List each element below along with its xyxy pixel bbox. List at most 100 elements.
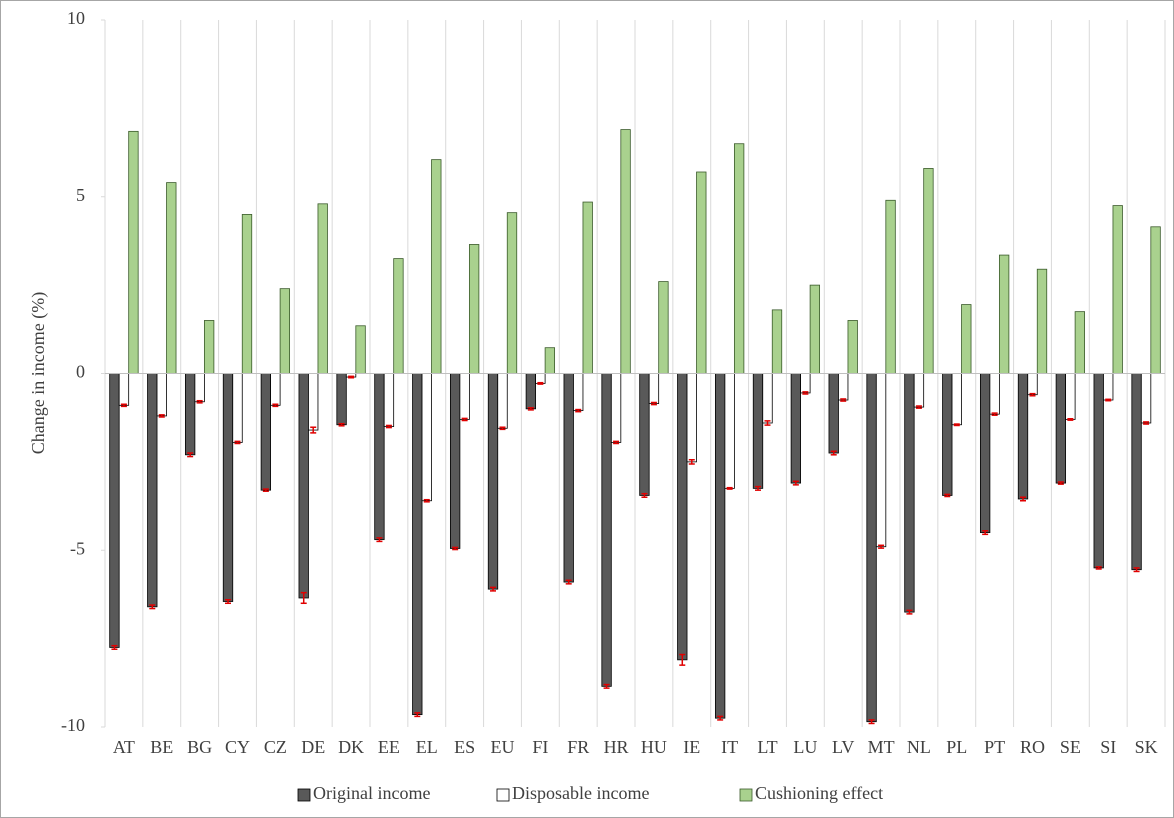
bar — [525, 373, 537, 410]
bar — [998, 254, 1010, 374]
bar — [875, 373, 887, 548]
error-bar — [679, 653, 686, 666]
x-tick-label: CZ — [264, 737, 287, 757]
bar — [421, 373, 432, 502]
error-bar — [1095, 566, 1102, 570]
error-bar — [527, 407, 534, 411]
bar — [686, 373, 697, 463]
bar — [762, 373, 773, 424]
x-tick-label: HR — [604, 737, 629, 757]
bar — [270, 373, 281, 406]
bar — [1027, 373, 1038, 396]
bar — [449, 373, 461, 549]
legend-label: Disposable income — [512, 783, 649, 803]
bar — [885, 199, 896, 374]
bar — [923, 168, 934, 374]
x-tick-label: PL — [946, 737, 967, 757]
x-tick-label: SE — [1060, 737, 1081, 757]
error-bar — [1133, 567, 1140, 573]
error-bar — [272, 403, 279, 408]
bar — [752, 373, 764, 489]
error-bar — [613, 440, 620, 445]
bar — [109, 373, 120, 648]
bar — [601, 373, 612, 687]
x-tick-label: FI — [532, 737, 548, 757]
bar — [610, 373, 622, 443]
legend-swatch — [496, 788, 510, 802]
bar — [1055, 373, 1067, 484]
bar — [468, 244, 480, 374]
x-tick-label: LT — [757, 737, 777, 757]
error-bar — [1067, 417, 1074, 421]
x-tick-label: RO — [1020, 737, 1045, 757]
x-tick-label: MT — [868, 737, 895, 757]
error-bar — [120, 403, 127, 408]
error-bar — [575, 408, 582, 413]
bar — [184, 373, 196, 456]
error-bar — [953, 423, 960, 427]
error-bar — [300, 591, 307, 605]
y-tick-label: 10 — [67, 8, 85, 28]
error-bar — [225, 598, 231, 605]
bar — [1093, 373, 1104, 569]
x-tick-label: PT — [984, 737, 1005, 757]
bar — [1036, 268, 1048, 374]
bar — [696, 171, 707, 374]
x-tick-label: SK — [1135, 737, 1158, 757]
bar — [809, 284, 821, 374]
error-bar — [717, 715, 724, 721]
bar — [790, 373, 802, 484]
bar — [383, 373, 395, 427]
x-tick-label: EE — [378, 737, 400, 757]
bar — [241, 214, 253, 374]
x-tick-label: FR — [567, 737, 589, 757]
bar — [582, 201, 593, 374]
y-tick-label: 0 — [76, 362, 85, 382]
error-bar — [499, 426, 506, 431]
x-tick-label: IE — [683, 737, 700, 757]
bar — [308, 373, 319, 431]
bar — [166, 182, 177, 374]
error-bar — [641, 492, 648, 498]
error-bar — [868, 719, 875, 725]
legend-swatch — [739, 788, 753, 802]
bar — [1017, 373, 1029, 500]
legend-swatch — [297, 788, 311, 802]
bar — [203, 320, 215, 374]
x-tick-label: IT — [721, 737, 738, 757]
error-bar — [537, 381, 544, 385]
bar — [412, 373, 423, 716]
error-bar — [906, 609, 913, 615]
bar — [648, 373, 660, 404]
bar — [393, 258, 404, 374]
x-tick-label: ES — [454, 737, 475, 757]
x-tick-label: NL — [907, 737, 931, 757]
bar — [374, 373, 385, 541]
bar — [317, 203, 328, 374]
error-bar — [1143, 421, 1150, 425]
x-tick-label: EL — [416, 737, 438, 757]
bar — [279, 288, 291, 374]
error-bar — [338, 422, 345, 427]
error-bar — [414, 712, 421, 718]
error-bar — [726, 486, 733, 490]
bar — [355, 325, 366, 374]
bar — [1140, 373, 1152, 424]
error-bar — [792, 480, 799, 486]
error-bar — [149, 604, 156, 610]
x-tick-label: LU — [793, 737, 817, 757]
error-bar — [111, 644, 118, 650]
bar — [620, 129, 631, 374]
bar — [724, 373, 735, 489]
error-bar — [1105, 398, 1112, 402]
error-bar — [452, 546, 459, 551]
bar — [942, 373, 953, 496]
error-bar — [755, 485, 761, 491]
y-axis-title: Change in income (%) — [28, 292, 49, 454]
bar — [1150, 226, 1161, 374]
error-bar — [461, 417, 468, 422]
error-bar — [376, 537, 383, 543]
bar — [771, 309, 783, 374]
